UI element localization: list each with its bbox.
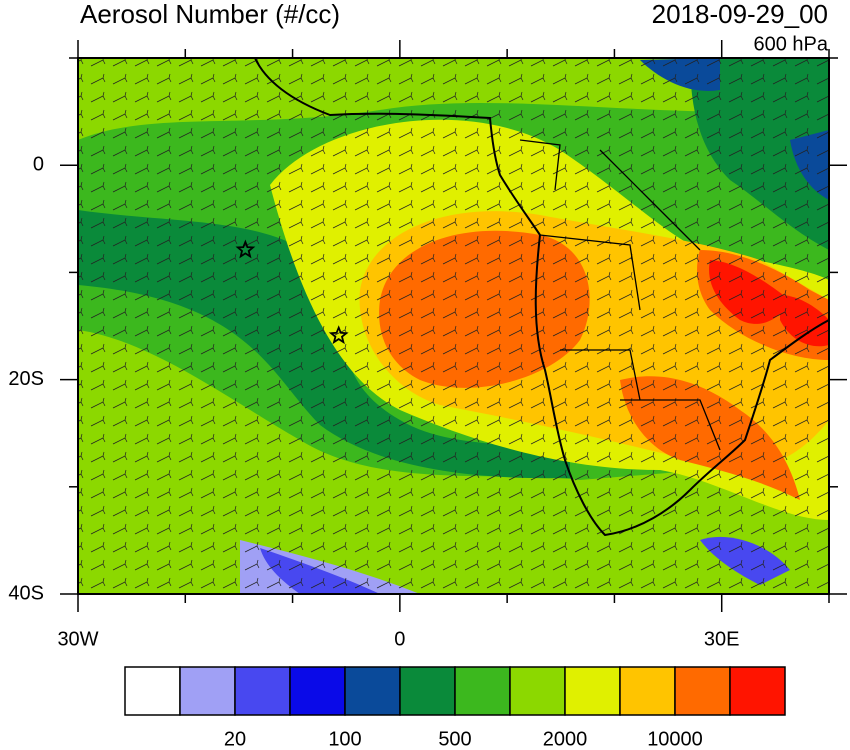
colorbar-box	[234, 666, 291, 716]
colorbar-label: 100	[328, 728, 361, 750]
title: Aerosol Number (#/cc)	[80, 0, 340, 29]
colorbar-box	[674, 666, 731, 716]
colorbar-label: 2000	[543, 728, 588, 750]
y-tick-label: 0	[33, 153, 44, 175]
colorbar-box	[564, 666, 621, 716]
aerosol-field	[78, 58, 829, 594]
colorbar-box	[289, 666, 346, 716]
colorbar-label: 500	[438, 728, 471, 750]
level: 600 hPa	[753, 33, 828, 55]
colorbar-box	[344, 666, 401, 716]
map-frame	[77, 57, 830, 595]
y-tick-label: 20S	[8, 368, 44, 390]
date: 2018-09-29_00	[652, 0, 828, 29]
colorbar-label: 20	[224, 728, 246, 750]
site-marker	[235, 239, 256, 259]
colorbar-box	[729, 666, 786, 716]
y-tick-label: 40S	[8, 582, 44, 604]
colorbar-box	[179, 666, 236, 716]
colorbar-label: 10000	[647, 728, 703, 750]
site-marker	[328, 325, 349, 345]
colorbar-box	[454, 666, 511, 716]
x-tick-label: 30W	[57, 628, 98, 650]
x-tick-label: 30E	[704, 628, 740, 650]
x-tick-label: 0	[394, 628, 405, 650]
colorbar-box	[399, 666, 456, 716]
colorbar-box	[509, 666, 566, 716]
colorbar-box	[124, 666, 181, 716]
colorbar-box	[619, 666, 676, 716]
